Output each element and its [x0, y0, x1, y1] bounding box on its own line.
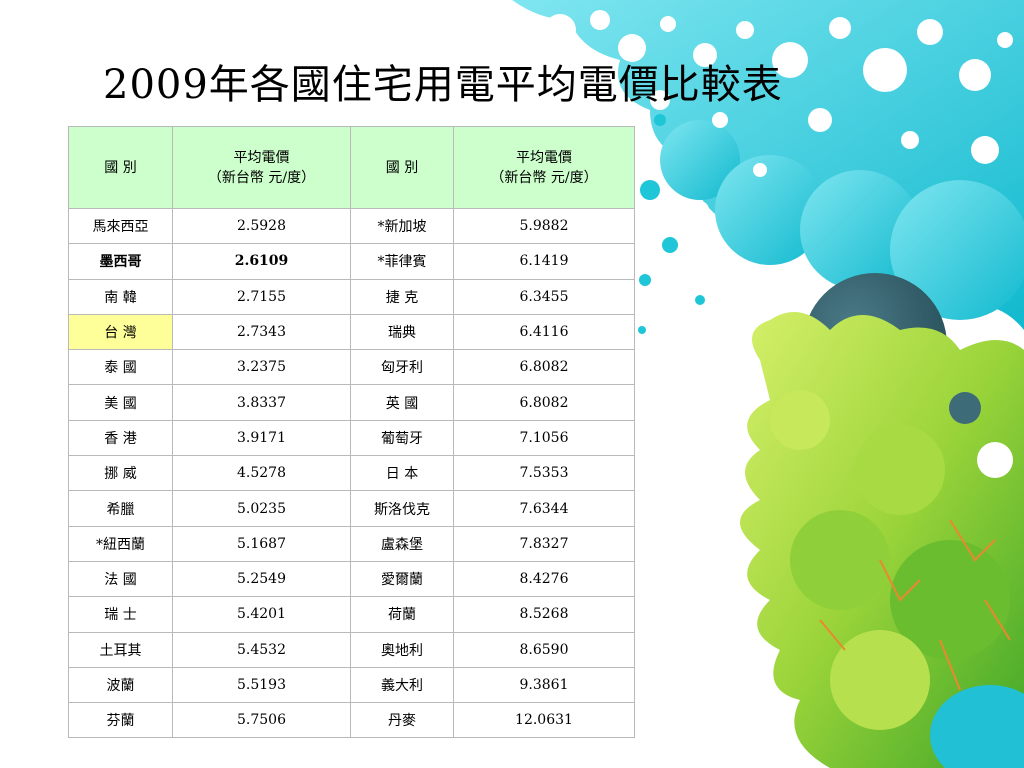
- price-right: 7.5353: [453, 455, 635, 492]
- country-right: 荷蘭: [350, 596, 454, 633]
- price-left: 5.4201: [172, 596, 351, 633]
- price-right: 9.3861: [453, 666, 635, 704]
- price-left: 5.1687: [172, 525, 351, 562]
- electricity-price-table: 國 別 平均電價 （新台幣 元/度） 國 別 平均電價 （新台幣 元/度） 馬來…: [68, 126, 635, 739]
- country-left: 泰 國: [68, 349, 173, 386]
- price-right: 12.0631: [453, 702, 635, 739]
- country-right: 捷 克: [350, 278, 454, 315]
- price-left: 5.2549: [172, 560, 351, 598]
- header-price-unit: （新台幣 元/度）: [490, 169, 598, 186]
- price-left: 2.5928: [172, 207, 351, 245]
- price-left: 3.9171: [172, 419, 351, 457]
- country-left: 挪 威: [68, 455, 173, 492]
- price-right: 6.8082: [453, 349, 635, 386]
- country-left: 馬來西亞: [68, 207, 173, 245]
- price-right: 6.1419: [453, 243, 635, 280]
- country-right: 葡萄牙: [350, 419, 454, 457]
- country-left: 芬蘭: [68, 702, 173, 739]
- country-left: 土耳其: [68, 631, 173, 668]
- country-right: 匈牙利: [350, 349, 454, 386]
- table-row: *紐西蘭 5.1687 盧森堡 7.8327: [68, 525, 635, 562]
- country-right: 愛爾蘭: [350, 560, 454, 598]
- country-left: 波蘭: [68, 666, 173, 704]
- header-price-label: 平均電價: [233, 149, 290, 166]
- table-row: 墨西哥 2.6109 *菲律賓 6.1419: [68, 243, 635, 280]
- price-right: 7.1056: [453, 419, 635, 457]
- table-row-highlighted: 台 灣 2.7343 瑞典 6.4116: [68, 313, 635, 351]
- price-right: 8.5268: [453, 596, 635, 633]
- price-right: 7.6344: [453, 490, 635, 527]
- country-left: *紐西蘭: [68, 525, 173, 562]
- header-country-right: 國 別: [350, 126, 454, 209]
- table-row: 瑞 士 5.4201 荷蘭 8.5268: [68, 596, 635, 633]
- country-right: 英 國: [350, 384, 454, 421]
- country-right: 盧森堡: [350, 525, 454, 562]
- price-right: 7.8327: [453, 525, 635, 562]
- price-right: 6.3455: [453, 278, 635, 315]
- price-left: 5.0235: [172, 490, 351, 527]
- table-row: 香 港 3.9171 葡萄牙 7.1056: [68, 419, 635, 457]
- header-price-label: 平均電價: [516, 149, 572, 166]
- country-right: 斯洛伐克: [350, 490, 454, 527]
- country-left: 希臘: [68, 490, 173, 527]
- table-header-row: 國 別 平均電價 （新台幣 元/度） 國 別 平均電價 （新台幣 元/度）: [68, 126, 635, 209]
- country-right: 義大利: [350, 666, 454, 704]
- table-row: 美 國 3.8337 英 國 6.8082: [68, 384, 635, 421]
- country-left: 墨西哥: [68, 243, 173, 280]
- country-right: 瑞典: [350, 313, 454, 351]
- price-left: 5.7506: [172, 702, 351, 739]
- price-left: 4.5278: [172, 455, 351, 492]
- country-left: 法 國: [68, 560, 173, 598]
- table-row: 波蘭 5.5193 義大利 9.3861: [68, 666, 635, 704]
- header-price-right: 平均電價 （新台幣 元/度）: [453, 126, 635, 209]
- table-row: 馬來西亞 2.5928 *新加坡 5.9882: [68, 207, 635, 245]
- country-left: 美 國: [68, 384, 173, 421]
- price-left: 5.4532: [172, 631, 351, 668]
- table-row: 泰 國 3.2375 匈牙利 6.8082: [68, 349, 635, 386]
- header-price-unit: （新台幣 元/度）: [207, 169, 316, 186]
- header-country-left: 國 別: [68, 126, 173, 209]
- price-right: 6.8082: [453, 384, 635, 421]
- slide-title: 2009年各國住宅用電平均電價比較表: [103, 62, 783, 108]
- table-row: 芬蘭 5.7506 丹麥 12.0631: [68, 702, 635, 739]
- price-right: 8.4276: [453, 560, 635, 598]
- price-right: 5.9882: [453, 207, 635, 245]
- price-left: 3.8337: [172, 384, 351, 421]
- country-left: 香 港: [68, 419, 173, 457]
- table-row: 挪 威 4.5278 日 本 7.5353: [68, 455, 635, 492]
- price-left: 2.6109: [172, 243, 351, 280]
- country-left: 南 韓: [68, 278, 173, 315]
- country-right: 日 本: [350, 455, 454, 492]
- table-row: 法 國 5.2549 愛爾蘭 8.4276: [68, 560, 635, 598]
- price-left: 5.5193: [172, 666, 351, 704]
- table-row: 希臘 5.0235 斯洛伐克 7.6344: [68, 490, 635, 527]
- country-left: 瑞 士: [68, 596, 173, 633]
- country-left: 台 灣: [68, 313, 173, 351]
- table-row: 土耳其 5.4532 奧地利 8.6590: [68, 631, 635, 668]
- price-left: 3.2375: [172, 349, 351, 386]
- country-right: 奧地利: [350, 631, 454, 668]
- country-right: 丹麥: [350, 702, 454, 739]
- country-right: *新加坡: [350, 207, 454, 245]
- table-row: 南 韓 2.7155 捷 克 6.3455: [68, 278, 635, 315]
- price-left: 2.7155: [172, 278, 351, 315]
- price-left: 2.7343: [172, 313, 351, 351]
- price-right: 6.4116: [453, 313, 635, 351]
- header-price-left: 平均電價 （新台幣 元/度）: [172, 126, 351, 209]
- country-right: *菲律賓: [350, 243, 454, 280]
- price-right: 8.6590: [453, 631, 635, 668]
